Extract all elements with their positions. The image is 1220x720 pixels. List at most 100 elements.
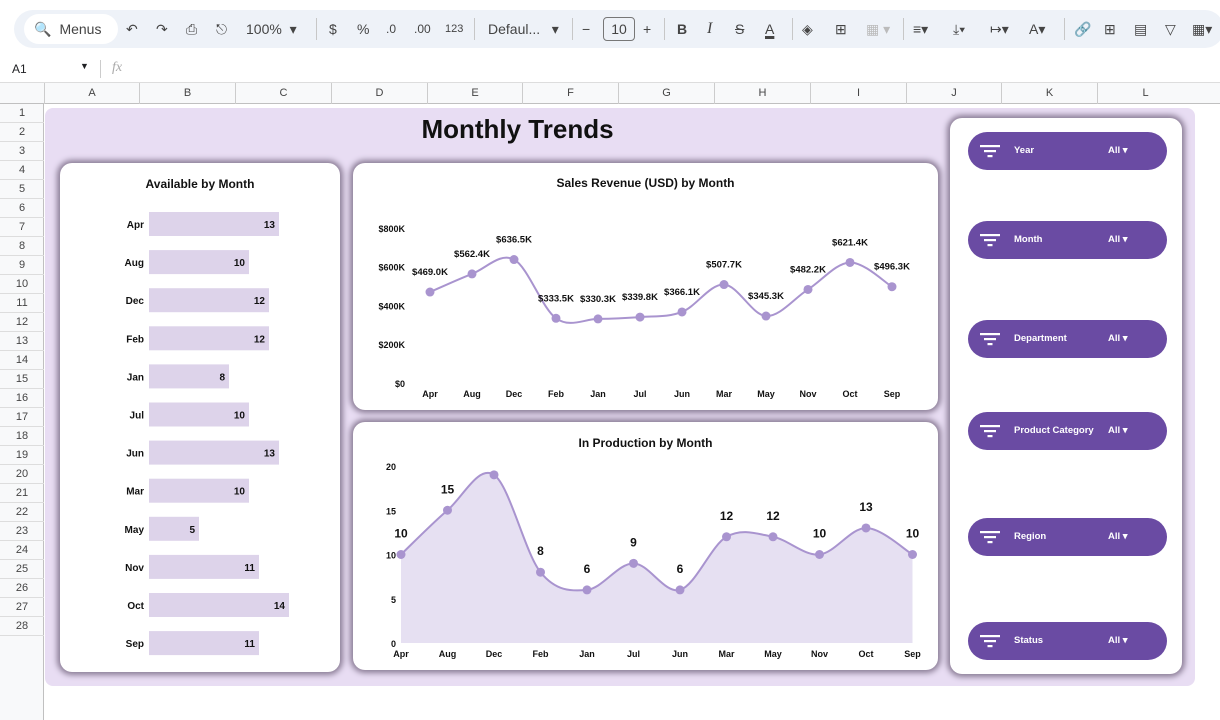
filter-icon: [980, 234, 1000, 247]
row-header[interactable]: 18: [0, 427, 44, 446]
comment-icon[interactable]: ⊞: [1104, 20, 1116, 37]
column-header[interactable]: B: [139, 83, 235, 104]
row-header[interactable]: 27: [0, 598, 44, 617]
formula-bar: A1 ▼ fx: [0, 56, 1220, 82]
filter-label: Status: [1014, 635, 1044, 646]
column-header[interactable]: C: [235, 83, 331, 104]
decrease-decimal-button[interactable]: .0: [386, 22, 397, 36]
column-header[interactable]: H: [714, 83, 810, 104]
row-header[interactable]: 22: [0, 503, 44, 522]
font-size-input[interactable]: 10: [603, 17, 635, 41]
filter-value: All ▾: [1108, 425, 1128, 436]
text-rotation-icon[interactable]: A▾: [1029, 20, 1046, 37]
print-icon[interactable]: ⎙: [186, 20, 198, 37]
filter-icon[interactable]: ▽: [1165, 20, 1176, 37]
functions-icon[interactable]: ▦▾: [1192, 20, 1213, 37]
link-icon[interactable]: 🔗: [1074, 20, 1092, 37]
row-header[interactable]: 24: [0, 541, 44, 560]
column-header[interactable]: G: [618, 83, 714, 104]
filter-value: All ▾: [1108, 635, 1128, 646]
row-header[interactable]: 4: [0, 161, 44, 180]
chart-title: Available by Month: [145, 177, 255, 191]
fx-icon: fx: [112, 60, 123, 75]
filter-region[interactable]: Region All ▾: [968, 518, 1167, 556]
filter-icon: [980, 531, 1000, 544]
row-header[interactable]: 2: [0, 123, 44, 142]
row-header[interactable]: 6: [0, 199, 44, 218]
row-header[interactable]: 15: [0, 370, 44, 389]
align-icon[interactable]: ≡▾: [913, 20, 929, 37]
zoom-select[interactable]: 100% ▾: [246, 20, 297, 38]
font-size-decrease[interactable]: −: [582, 21, 591, 37]
redo-icon[interactable]: ↷: [156, 20, 168, 37]
chart-title: Sales Revenue (USD) by Month: [556, 176, 735, 190]
row-header[interactable]: 25: [0, 560, 44, 579]
row-header[interactable]: 26: [0, 579, 44, 598]
row-header[interactable]: 28: [0, 617, 44, 636]
row-header[interactable]: 14: [0, 351, 44, 370]
column-header[interactable]: F: [522, 83, 618, 104]
column-header[interactable]: K: [1001, 83, 1097, 104]
column-header[interactable]: A: [44, 83, 139, 104]
row-header[interactable]: 11: [0, 294, 44, 313]
row-header[interactable]: 13: [0, 332, 44, 351]
borders-icon[interactable]: ⊞: [835, 20, 847, 37]
row-header[interactable]: 9: [0, 256, 44, 275]
filter-panel: [950, 118, 1182, 674]
row-header[interactable]: 20: [0, 465, 44, 484]
filter-month[interactable]: Month All ▾: [968, 221, 1167, 259]
column-header[interactable]: D: [331, 83, 427, 104]
row-header[interactable]: 8: [0, 237, 44, 256]
zoom-value: 100%: [246, 21, 282, 37]
filter-icon: [980, 333, 1000, 346]
search-label: Menus: [59, 21, 102, 37]
bold-button[interactable]: B: [677, 21, 688, 37]
search-menus[interactable]: 🔍 Menus: [24, 14, 118, 44]
filter-icon: [980, 635, 1000, 648]
column-header[interactable]: E: [427, 83, 522, 104]
row-header[interactable]: 16: [0, 389, 44, 408]
paint-format-icon[interactable]: ⎋: [216, 20, 228, 37]
column-header[interactable]: I: [810, 83, 906, 104]
filter-value: All ▾: [1108, 145, 1128, 156]
row-header[interactable]: 12: [0, 313, 44, 332]
filter-status[interactable]: Status All ▾: [968, 622, 1167, 660]
filter-value: All ▾: [1108, 531, 1128, 542]
chart-title: In Production by Month: [578, 436, 713, 450]
row-header[interactable]: 17: [0, 408, 44, 427]
merge-cells-icon[interactable]: ▦ ▾: [866, 20, 891, 37]
font-size-increase[interactable]: +: [643, 21, 652, 37]
currency-button[interactable]: $: [329, 21, 337, 37]
percent-button[interactable]: %: [357, 21, 370, 37]
italic-button[interactable]: I: [707, 20, 713, 37]
row-header[interactable]: 1: [0, 104, 44, 123]
column-header[interactable]: J: [906, 83, 1001, 104]
row-header[interactable]: 7: [0, 218, 44, 237]
in-production-card: In Production by Month: [353, 422, 938, 670]
text-color-button[interactable]: A: [765, 21, 775, 37]
row-header[interactable]: 3: [0, 142, 44, 161]
number-format-button[interactable]: 123: [445, 23, 464, 35]
chart-icon[interactable]: ▤: [1134, 20, 1148, 37]
increase-decimal-button[interactable]: .00: [414, 22, 431, 36]
vertical-align-icon[interactable]: ⤓▾: [953, 20, 966, 37]
row-header[interactable]: 10: [0, 275, 44, 294]
row-header[interactable]: 5: [0, 180, 44, 199]
row-header[interactable]: 23: [0, 522, 44, 541]
search-icon: 🔍: [34, 20, 52, 37]
filter-icon: [980, 145, 1000, 158]
row-header[interactable]: 19: [0, 446, 44, 465]
text-wrap-icon[interactable]: ↦▾: [990, 20, 1009, 37]
font-select[interactable]: Defaul... ▾: [488, 20, 559, 38]
fill-color-icon[interactable]: ◈: [802, 20, 813, 37]
row-header[interactable]: 21: [0, 484, 44, 503]
column-header[interactable]: L: [1097, 83, 1193, 104]
filter-department[interactable]: Department All ▾: [968, 320, 1167, 358]
filter-product-category[interactable]: Product Category All ▾: [968, 412, 1167, 450]
undo-icon[interactable]: ↶: [126, 20, 138, 37]
name-box[interactable]: A1: [12, 62, 27, 76]
filter-year[interactable]: Year All ▾: [968, 132, 1167, 170]
name-box-dropdown-icon[interactable]: ▼: [80, 61, 89, 71]
strikethrough-icon[interactable]: S: [735, 21, 745, 37]
